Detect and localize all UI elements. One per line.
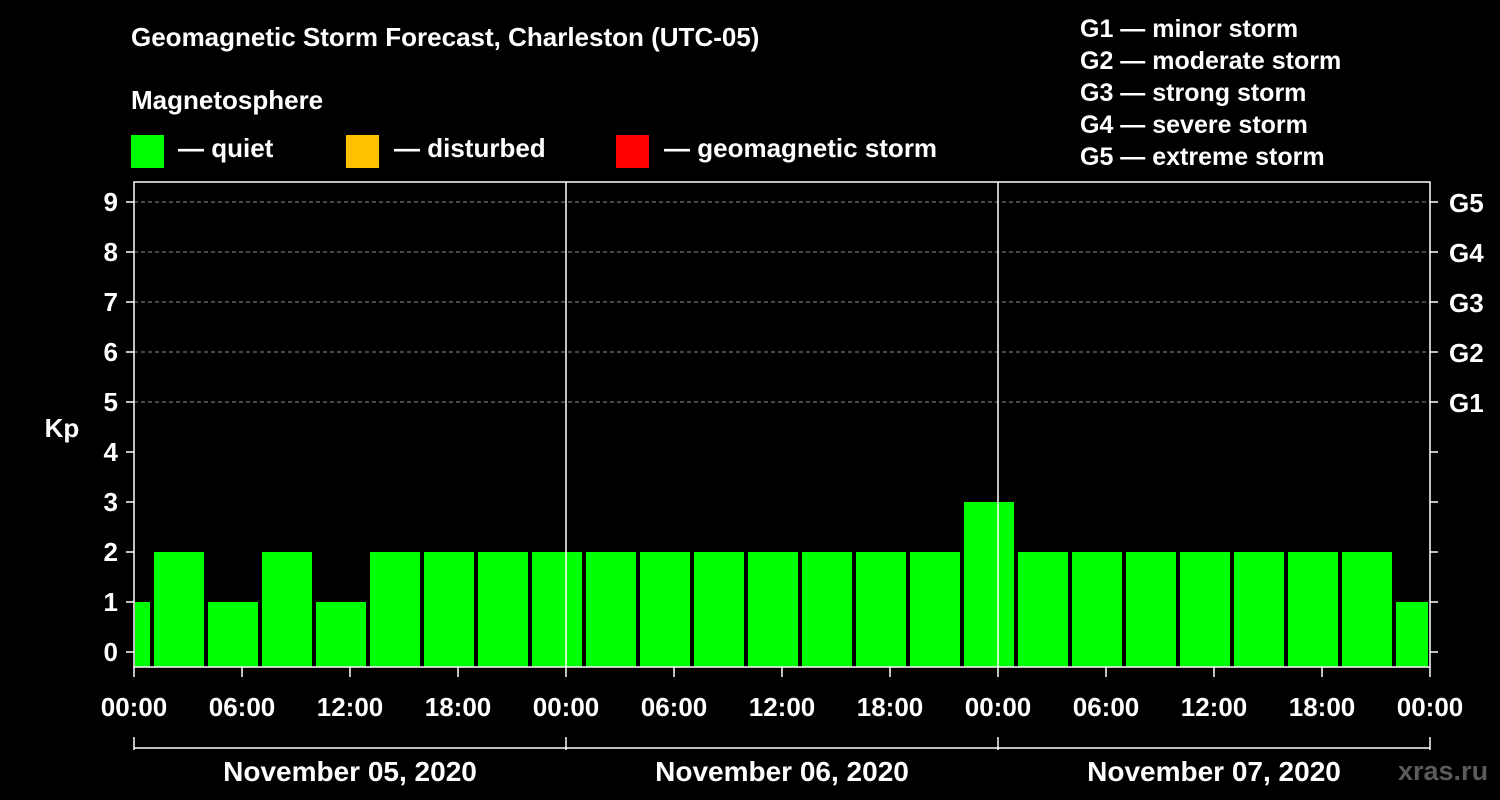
x-tick-label-5: 06:00 (641, 692, 708, 722)
kp-bar-7 (424, 552, 474, 667)
legend-swatch-storm (616, 135, 649, 168)
kp-bar-14 (802, 552, 852, 667)
x-tick-label-7: 18:00 (857, 692, 924, 722)
chart-subtitle: Magnetosphere (131, 85, 324, 115)
chart-title: Geomagnetic Storm Forecast, Charleston (… (131, 22, 760, 52)
kp-bar-12 (694, 552, 744, 667)
kp-bar-10 (586, 552, 636, 667)
right-tick-label-g1: G1 (1449, 388, 1484, 418)
x-tick-label-10: 12:00 (1181, 692, 1248, 722)
x-tick-label-12: 00:00 (1397, 692, 1464, 722)
x-tick-label-9: 06:00 (1073, 692, 1140, 722)
x-tick-label-1: 06:00 (209, 692, 276, 722)
y-axis-label: Kp (45, 413, 80, 443)
x-tick-label-0: 00:00 (101, 692, 168, 722)
y-tick-label-8: 8 (104, 237, 118, 267)
y-tick-label-0: 0 (104, 637, 118, 667)
x-tick-label-3: 18:00 (425, 692, 492, 722)
y-tick-label-7: 7 (104, 287, 118, 317)
kp-bar-17 (964, 502, 1014, 667)
kp-bar-21 (1180, 552, 1230, 667)
y-tick-label-3: 3 (104, 487, 118, 517)
right-tick-label-g3: G3 (1449, 288, 1484, 318)
kp-bar-4 (262, 552, 312, 667)
right-tick-label-g4: G4 (1449, 238, 1484, 268)
y-tick-label-9: 9 (104, 187, 118, 217)
x-tick-label-8: 00:00 (965, 692, 1032, 722)
kp-bar-13 (748, 552, 798, 667)
legend-swatch-quiet (131, 135, 164, 168)
x-tick-label-11: 18:00 (1289, 692, 1356, 722)
kp-bar-16 (910, 552, 960, 667)
kp-bar-25 (1396, 602, 1428, 667)
kp-bar-8 (478, 552, 528, 667)
kp-bar-19 (1072, 552, 1122, 667)
legend-swatch-disturbed (346, 135, 379, 168)
kp-bar-20 (1126, 552, 1176, 667)
x-tick-label-2: 12:00 (317, 692, 384, 722)
g-scale-g2: G2 — moderate storm (1080, 47, 1342, 75)
kp-bar-2 (154, 552, 204, 667)
kp-bar-3 (208, 602, 258, 667)
kp-bar-15 (856, 552, 906, 667)
kp-bar-18 (1018, 552, 1068, 667)
y-tick-label-6: 6 (104, 337, 118, 367)
kp-bar-9 (532, 552, 582, 667)
legend-label-quiet: — quiet (178, 133, 274, 163)
kp-bar-5 (316, 602, 366, 667)
day-label-3: November 07, 2020 (1087, 756, 1341, 787)
x-tick-label-6: 12:00 (749, 692, 816, 722)
legend-label-storm: — geomagnetic storm (664, 133, 938, 163)
legend-label-disturbed: — disturbed (394, 133, 546, 163)
day-label-2: November 06, 2020 (655, 756, 909, 787)
kp-bar-23 (1288, 552, 1338, 667)
day-label-1: November 05, 2020 (223, 756, 477, 787)
x-tick-label-4: 00:00 (533, 692, 600, 722)
kp-bar-22 (1234, 552, 1284, 667)
g-scale-g5: G5 — extreme storm (1080, 143, 1325, 171)
y-tick-label-1: 1 (104, 587, 118, 617)
watermark: xras.ru (1398, 756, 1489, 786)
g-scale-g4: G4 — severe storm (1080, 111, 1308, 139)
y-tick-label-5: 5 (104, 387, 118, 417)
g-scale-g3: G3 — strong storm (1080, 79, 1307, 107)
g-scale-g1: G1 — minor storm (1080, 15, 1299, 43)
right-tick-label-g2: G2 (1449, 338, 1484, 368)
kp-bar-6 (370, 552, 420, 667)
y-tick-label-4: 4 (104, 437, 119, 467)
y-tick-label-2: 2 (104, 537, 118, 567)
kp-bar-1 (135, 602, 150, 667)
kp-bar-24 (1342, 552, 1392, 667)
kp-bar-11 (640, 552, 690, 667)
right-tick-label-g5: G5 (1449, 188, 1484, 218)
